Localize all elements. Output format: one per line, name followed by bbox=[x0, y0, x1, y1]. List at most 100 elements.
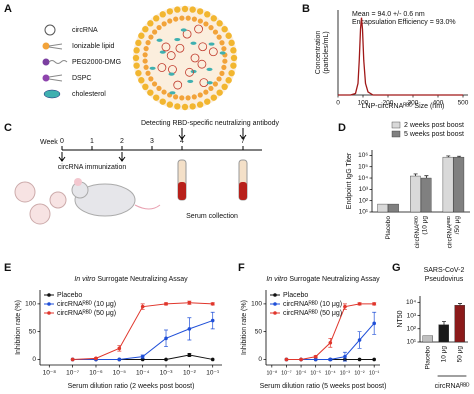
week-tick: 7 bbox=[241, 138, 245, 145]
week-label: Week bbox=[40, 139, 58, 146]
lipid-head bbox=[142, 58, 148, 64]
legend-label: cholesterol bbox=[72, 91, 106, 98]
circrna bbox=[161, 42, 171, 52]
annotation: Mean = 94.0 +/- 0.6 nm bbox=[352, 11, 425, 18]
panel-label: F bbox=[238, 262, 245, 274]
lipid-head bbox=[132, 54, 140, 62]
legend-label: circRNAᴿᴮᴰ (10 μg) bbox=[283, 301, 342, 308]
x-tick-label: Placebo bbox=[425, 346, 432, 370]
circrna bbox=[157, 63, 167, 72]
title-text: Surrogate Neutralizing Assay bbox=[97, 276, 188, 283]
lipid-head bbox=[143, 64, 149, 70]
week-tick: 2 bbox=[120, 138, 124, 145]
x-tick-label: (10 μg bbox=[421, 216, 428, 235]
marker bbox=[210, 318, 215, 323]
panel-label: C bbox=[4, 122, 12, 134]
lipid-head bbox=[216, 20, 223, 27]
lipid-head bbox=[228, 39, 235, 47]
lipid-head bbox=[135, 69, 142, 77]
x-tick-label: 400 bbox=[433, 100, 444, 107]
circrna bbox=[185, 67, 194, 77]
error-bar bbox=[413, 173, 418, 177]
lipid-head bbox=[219, 70, 225, 76]
week-tick: 3 bbox=[150, 138, 154, 145]
marker bbox=[94, 356, 98, 361]
group-label: circRNAᴿᴮᴰ bbox=[435, 383, 470, 390]
lipid-head bbox=[151, 81, 158, 87]
x-axis-label: LNP-circRNAᴿᴮᴰ Size (nm) bbox=[362, 103, 445, 110]
lipid-head bbox=[189, 6, 196, 13]
lipid-head bbox=[208, 25, 214, 31]
lipid-head bbox=[145, 40, 151, 46]
cholesterol bbox=[180, 28, 187, 32]
chart-title: SARS-CoV-2 bbox=[424, 267, 465, 274]
cholesterol bbox=[208, 42, 215, 46]
x-tick-label: 10⁻⁸ bbox=[266, 370, 277, 376]
lipid-head bbox=[159, 11, 166, 18]
y-tick-label: 50 bbox=[255, 328, 263, 335]
lipid-head bbox=[159, 98, 166, 105]
legend-label: 5 weeks post boost bbox=[404, 131, 464, 138]
marker bbox=[187, 353, 192, 357]
circrna bbox=[173, 80, 183, 90]
legend-label: DSPC bbox=[72, 75, 91, 82]
cholesterol bbox=[206, 81, 213, 85]
lipid-head bbox=[196, 101, 204, 108]
x-tick-label: 0 bbox=[336, 100, 340, 107]
y-axis-label: (particles/mL) bbox=[323, 31, 330, 73]
lipid-head bbox=[221, 46, 227, 52]
marker bbox=[313, 354, 318, 359]
lipid-head bbox=[221, 83, 228, 91]
cholesterol bbox=[149, 66, 156, 70]
marker bbox=[372, 321, 376, 326]
lipid-head bbox=[185, 95, 191, 101]
x-tick-label: 200 bbox=[383, 100, 394, 107]
x-axis-label: Serum dilution ratio (2 weeks post boost… bbox=[68, 383, 195, 390]
x-tick-label: 10⁻² bbox=[354, 370, 365, 376]
week-tick: 0 bbox=[60, 138, 64, 145]
circrna bbox=[208, 47, 218, 57]
timeline bbox=[14, 128, 262, 225]
circrna bbox=[182, 29, 192, 39]
circrna bbox=[175, 43, 185, 53]
legend-label: Ionizable lipid bbox=[72, 43, 115, 50]
lipid-head bbox=[221, 64, 227, 70]
x-tick-label: 10⁻¹ bbox=[369, 370, 380, 376]
lipid-head bbox=[174, 103, 181, 110]
bar bbox=[377, 203, 389, 213]
legend-label: Placebo bbox=[57, 292, 82, 299]
week-tick: 1 bbox=[90, 138, 94, 145]
lipid-head bbox=[191, 94, 197, 100]
legend-label: circRNAᴿᴮᴰ (10 μg) bbox=[57, 301, 116, 308]
lipid-head bbox=[210, 94, 218, 101]
marker bbox=[117, 357, 122, 362]
lipid-head bbox=[161, 89, 167, 95]
error-bar bbox=[442, 321, 446, 325]
marker bbox=[357, 302, 362, 306]
marker bbox=[70, 357, 75, 362]
lipid-head bbox=[191, 16, 197, 22]
lipid-head bbox=[212, 29, 219, 35]
marker bbox=[372, 302, 376, 306]
error-bar bbox=[458, 303, 462, 306]
x-tick-label: 10⁻³ bbox=[160, 370, 174, 377]
cholesterol bbox=[206, 67, 213, 71]
legend-label: circRNAᴿᴮᴰ (50 μg) bbox=[283, 310, 342, 317]
x-tick-label: 10⁻⁵ bbox=[113, 370, 127, 377]
error-bar bbox=[424, 175, 429, 179]
marker bbox=[164, 302, 168, 306]
cholesterol bbox=[168, 72, 175, 76]
lipid-head bbox=[197, 92, 203, 98]
lipid-head bbox=[196, 8, 204, 15]
legend-label: PEG2000-DMG bbox=[72, 59, 121, 66]
marker bbox=[328, 340, 333, 345]
lipid-head bbox=[147, 20, 154, 27]
x-tick-label: 10⁻¹ bbox=[206, 370, 220, 377]
y-tick-label: 50 bbox=[29, 328, 37, 335]
x-tick-label: 10⁻³ bbox=[340, 370, 351, 376]
panel-label: E bbox=[4, 262, 11, 274]
lipid-head bbox=[230, 47, 237, 54]
lipid-head bbox=[204, 98, 211, 105]
marker bbox=[210, 302, 215, 306]
marker bbox=[299, 357, 303, 362]
